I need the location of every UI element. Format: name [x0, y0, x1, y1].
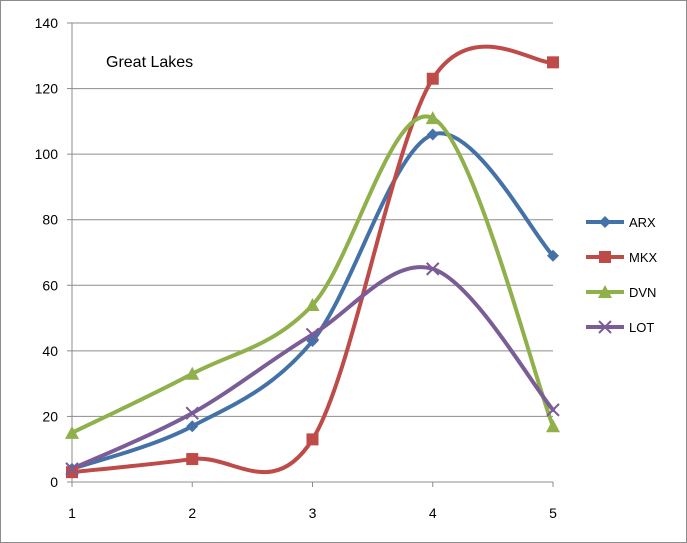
series-markers — [65, 56, 560, 479]
y-tick-label: 40 — [42, 343, 58, 359]
legend-label-arx: ARX — [629, 215, 656, 230]
x-tick-labels: 1 2 3 4 5 — [68, 505, 557, 521]
legend: ARX MKX DVN LOT — [586, 215, 658, 335]
legend-label-lot: LOT — [629, 320, 654, 335]
data-point-dvn-1 — [65, 425, 79, 439]
x-tick-label: 3 — [309, 505, 317, 521]
data-point-mkx-5 — [547, 56, 559, 69]
data-point-mkx-1 — [66, 466, 78, 479]
axes — [71, 23, 554, 487]
data-point-dvn-2 — [185, 366, 200, 380]
data-point-arx-2 — [186, 420, 199, 433]
x-tick-label: 5 — [549, 505, 557, 521]
x-tick-label: 4 — [429, 505, 437, 521]
grid-lines — [67, 22, 553, 483]
legend-marker-dvn — [598, 285, 612, 298]
data-point-lot-5 — [546, 403, 560, 417]
data-point-arx-5 — [547, 249, 559, 262]
legend-marker-arx — [599, 216, 611, 228]
data-point-lot-3 — [305, 327, 320, 342]
y-tick-label: 100 — [35, 146, 59, 162]
series-line-mkx — [70, 44, 555, 475]
data-point-lot-2 — [185, 406, 199, 420]
series-line-arx — [70, 131, 555, 471]
data-point-dvn-4 — [425, 111, 440, 125]
series-lines — [70, 44, 555, 475]
data-point-mkx-3 — [306, 433, 319, 446]
data-point-mkx-2 — [186, 453, 199, 466]
y-tick-label: 80 — [42, 212, 58, 228]
data-point-lot-4 — [426, 262, 440, 276]
data-point-lot-1 — [65, 462, 79, 476]
y-tick-labels: 0 20 40 60 80 100 120 140 — [35, 15, 59, 490]
x-tick-label: 2 — [188, 505, 196, 521]
y-tick-label: 140 — [35, 15, 59, 31]
y-tick-label: 60 — [42, 277, 58, 293]
legend-marker-mkx — [599, 251, 611, 263]
data-point-mkx-4 — [426, 72, 439, 85]
x-tick-label: 1 — [68, 505, 76, 521]
y-tick-label: 0 — [50, 474, 58, 490]
data-point-arx-4 — [426, 128, 439, 141]
series-line-dvn — [70, 114, 555, 435]
y-tick-label: 120 — [35, 81, 59, 97]
y-tick-label: 20 — [42, 408, 58, 424]
legend-label-mkx: MKX — [629, 250, 658, 265]
chart-title: Great Lakes — [106, 54, 193, 71]
data-point-dvn-3 — [305, 297, 320, 311]
legend-marker-lot — [598, 320, 612, 334]
legend-label-dvn: DVN — [629, 285, 656, 300]
data-point-dvn-5 — [546, 419, 560, 433]
